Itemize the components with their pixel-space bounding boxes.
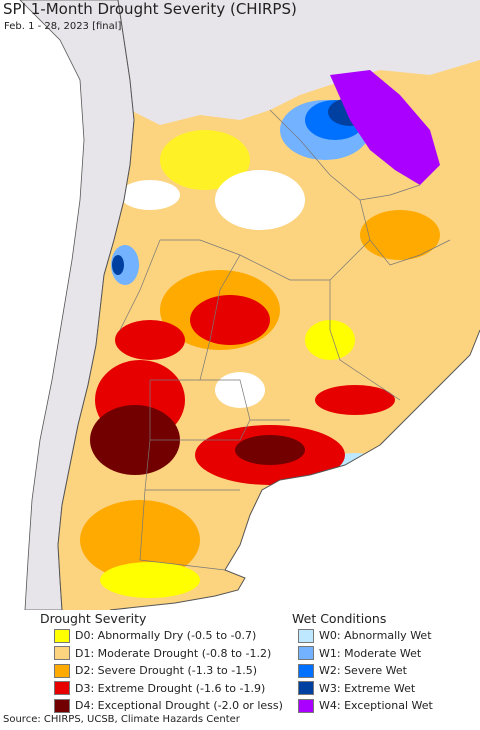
legend-label-w0: W0: Abnormally Wet bbox=[319, 629, 432, 643]
legend-item-d1: D1: Moderate Drought (-0.8 to -1.2) bbox=[40, 645, 290, 663]
map-subtitle: Feb. 1 - 28, 2023 [final] bbox=[4, 21, 122, 32]
coastline bbox=[57, 0, 480, 610]
wet-legend-header: Wet Conditions bbox=[292, 611, 387, 626]
no-change-central bbox=[215, 372, 265, 408]
d0-zone-east bbox=[305, 320, 355, 360]
w2-swatch bbox=[298, 663, 314, 678]
drought-legend: Drought Severity D0: Abnormally Dry (-0.… bbox=[40, 610, 290, 713]
drought-legend-header: Drought Severity bbox=[40, 611, 147, 626]
d4-zone-south bbox=[235, 435, 305, 465]
no-data-north bbox=[118, 0, 480, 125]
d1-swatch bbox=[54, 646, 70, 661]
w4-swatch bbox=[298, 698, 314, 713]
legend-label-d4: D4: Exceptional Drought (-2.0 or less) bbox=[75, 699, 283, 713]
d4-swatch bbox=[54, 698, 70, 713]
d0-swatch bbox=[54, 628, 70, 643]
legend-label-w3: W3: Extreme Wet bbox=[319, 681, 416, 695]
d3-zone-coast bbox=[315, 385, 395, 415]
w3-swatch bbox=[298, 681, 314, 696]
d3-zone-central bbox=[190, 295, 270, 345]
w1-swatch bbox=[298, 646, 314, 661]
wet-w3-west bbox=[112, 255, 124, 275]
d0-zone-north bbox=[160, 130, 250, 190]
d2-zone-east bbox=[360, 210, 440, 260]
d0-zone-far-south bbox=[100, 562, 200, 598]
wet-w4-north bbox=[330, 70, 440, 185]
drought-map bbox=[19, 0, 480, 610]
legend-item-d3: D3: Extreme Drought (-1.6 to -1.9) bbox=[40, 680, 290, 698]
legend-label-w4: W4: Exceptional Wet bbox=[319, 699, 433, 713]
d4-zone-southwest bbox=[90, 405, 180, 475]
w0-swatch bbox=[298, 628, 314, 643]
legend-label-d0: D0: Abnormally Dry (-0.5 to -0.7) bbox=[75, 629, 257, 643]
admin-borders bbox=[119, 109, 451, 571]
legend-label-d2: D2: Severe Drought (-1.3 to -1.5) bbox=[75, 664, 258, 678]
legend-item-d4: D4: Exceptional Drought (-2.0 or less) bbox=[40, 697, 290, 715]
d3-swatch bbox=[54, 681, 70, 696]
no-change-west bbox=[120, 180, 180, 210]
legend-item-d2: D2: Severe Drought (-1.3 to -1.5) bbox=[40, 662, 290, 680]
legend-item-w1: W1: Moderate Wet bbox=[292, 645, 477, 663]
map-title: SPI 1-Month Drought Severity (CHIRPS) bbox=[3, 0, 297, 18]
legend-item-w3: W3: Extreme Wet bbox=[292, 680, 477, 698]
source-credit: Source: CHIRPS, UCSB, Climate Hazards Ce… bbox=[3, 714, 240, 725]
legend-label-w2: W2: Severe Wet bbox=[319, 664, 407, 678]
legend-label-d3: D3: Extreme Drought (-1.6 to -1.9) bbox=[75, 681, 266, 695]
legend-item-w0: W0: Abnormally Wet bbox=[292, 627, 477, 645]
legend-item-d0: D0: Abnormally Dry (-0.5 to -0.7) bbox=[40, 627, 290, 645]
wet-legend: Wet Conditions W0: Abnormally Wet W1: Mo… bbox=[292, 610, 477, 713]
d2-swatch bbox=[54, 663, 70, 678]
d3-zone-northwest bbox=[115, 320, 185, 360]
legend-label-d1: D1: Moderate Drought (-0.8 to -1.2) bbox=[75, 646, 272, 660]
no-change-chaco bbox=[215, 170, 305, 230]
legend-item-w4: W4: Exceptional Wet bbox=[292, 697, 477, 715]
legend-label-w1: W1: Moderate Wet bbox=[319, 646, 422, 660]
d2-zone-far-south bbox=[80, 500, 200, 580]
legend-item-w2: W2: Severe Wet bbox=[292, 662, 477, 680]
